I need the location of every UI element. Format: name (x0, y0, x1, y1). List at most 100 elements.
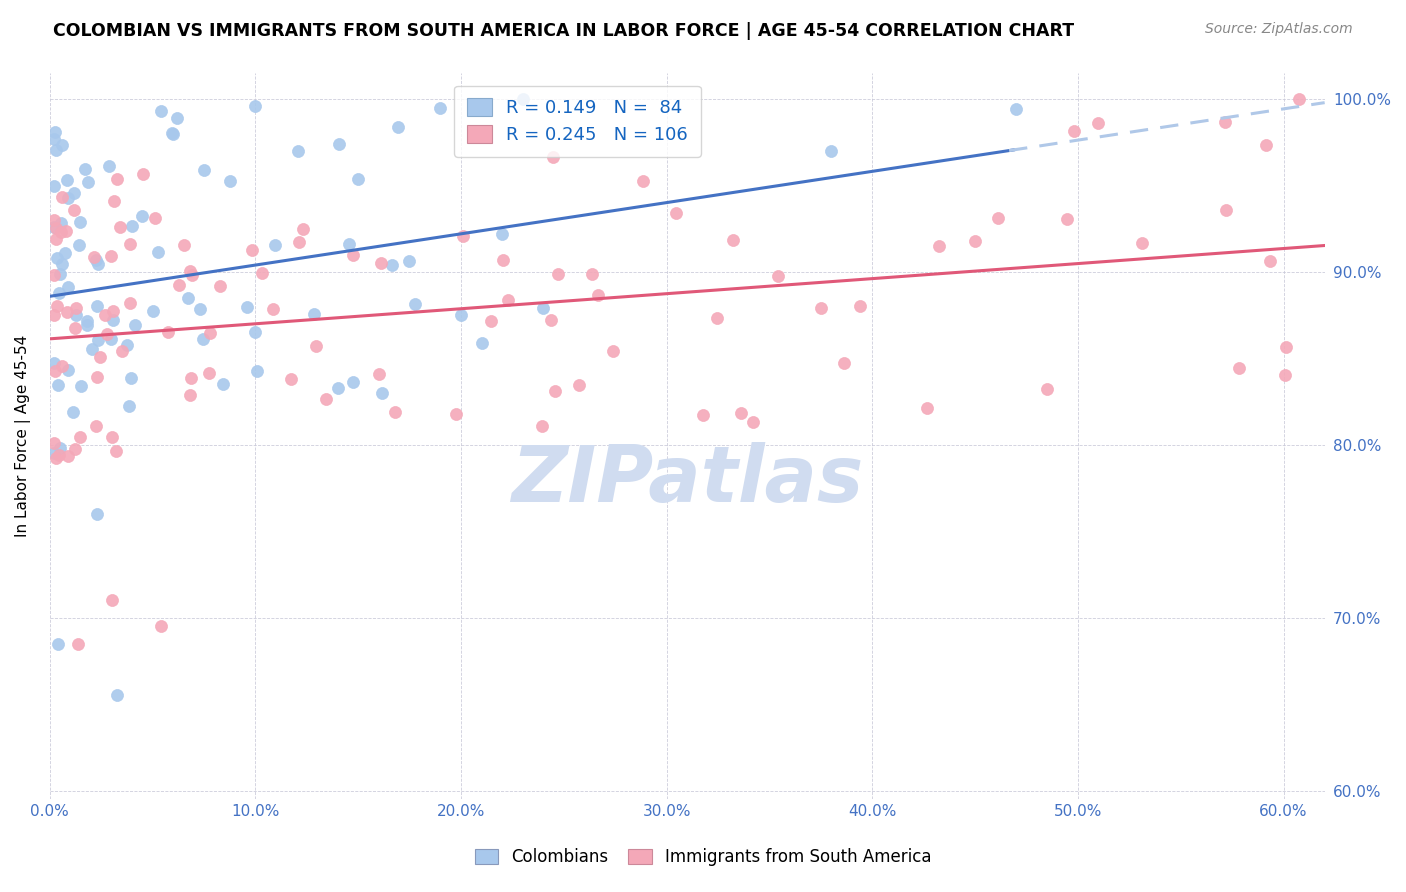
Point (166, 112, 188, 126)
Point (76, 314, 98, 328)
Point (49, 225, 72, 239)
Point (115, 337, 138, 351)
Point (87, 257, 110, 271)
Point (179, 387, 201, 401)
Point (262, 301, 284, 316)
Point (86, 300, 108, 314)
Point (1005, 102, 1028, 116)
Point (118, 399, 141, 413)
Point (1130, 236, 1153, 251)
Point (181, 268, 204, 282)
Point (665, 206, 688, 220)
Point (111, 344, 134, 359)
Point (62, 202, 84, 217)
Text: ZIPatlas: ZIPatlas (512, 442, 863, 517)
Point (544, 384, 567, 398)
Point (188, 302, 211, 317)
Point (264, 238, 287, 252)
Point (498, 293, 520, 308)
Point (101, 303, 124, 318)
Point (48, 636, 70, 650)
Point (1227, 361, 1250, 376)
Point (212, 377, 235, 392)
Point (58, 191, 80, 205)
Point (69, 215, 91, 229)
Point (84, 419, 107, 434)
Point (387, 120, 409, 134)
Point (849, 299, 872, 313)
Point (342, 375, 364, 389)
Point (446, 407, 468, 421)
Point (100, 593, 122, 607)
Point (76, 318, 98, 333)
Point (292, 221, 315, 235)
Point (131, 209, 153, 223)
Point (124, 318, 146, 332)
Point (586, 288, 609, 302)
Point (512, 92, 534, 106)
Point (65, 442, 87, 457)
Point (191, 331, 214, 345)
Point (200, 326, 222, 341)
Point (49, 267, 72, 281)
Point (326, 381, 349, 395)
Point (80, 343, 103, 357)
Point (245, 325, 267, 339)
Point (103, 194, 125, 208)
Point (86, 370, 108, 384)
Point (51, 137, 73, 152)
Point (315, 392, 337, 407)
Point (89, 351, 111, 365)
Point (146, 244, 169, 259)
Point (65, 320, 87, 334)
Point (96, 326, 118, 341)
Point (67, 237, 90, 252)
Point (86, 507, 108, 521)
Point (491, 227, 513, 241)
Point (44, 125, 66, 139)
Point (83, 250, 105, 264)
Point (69, 430, 91, 444)
Point (1288, 92, 1310, 106)
Point (479, 313, 502, 327)
Point (73, 161, 96, 176)
Point (398, 253, 420, 268)
Point (246, 364, 269, 378)
Point (107, 689, 129, 703)
Point (328, 137, 350, 152)
Point (177, 291, 200, 305)
Point (304, 307, 326, 321)
Text: COLOMBIAN VS IMMIGRANTS FROM SOUTH AMERICA IN LABOR FORCE | AGE 45-54 CORRELATIO: COLOMBIAN VS IMMIGRANTS FROM SOUTH AMERI… (53, 22, 1074, 40)
Point (218, 173, 240, 187)
Point (987, 211, 1010, 226)
Point (67, 636, 90, 650)
Point (280, 371, 302, 385)
Point (451, 228, 474, 243)
Point (51, 257, 73, 271)
Point (1254, 137, 1277, 152)
Point (56, 449, 79, 463)
Legend: Colombians, Immigrants from South America: Colombians, Immigrants from South Americ… (468, 842, 938, 873)
Point (46, 299, 69, 313)
Point (371, 386, 394, 401)
Point (820, 145, 842, 159)
Point (56, 173, 79, 187)
Point (150, 619, 173, 633)
Point (287, 144, 309, 158)
Point (42, 179, 65, 194)
Point (94, 309, 117, 323)
Point (87, 334, 110, 348)
Point (721, 233, 744, 247)
Point (240, 243, 263, 257)
Point (741, 415, 763, 429)
Point (42, 220, 65, 235)
Point (77, 175, 100, 189)
Point (105, 444, 128, 458)
Point (46, 252, 69, 266)
Point (56, 304, 79, 318)
Point (1258, 254, 1281, 268)
Point (347, 171, 370, 186)
Point (1056, 211, 1078, 226)
Point (471, 335, 494, 350)
Text: Source: ZipAtlas.com: Source: ZipAtlas.com (1205, 22, 1353, 37)
